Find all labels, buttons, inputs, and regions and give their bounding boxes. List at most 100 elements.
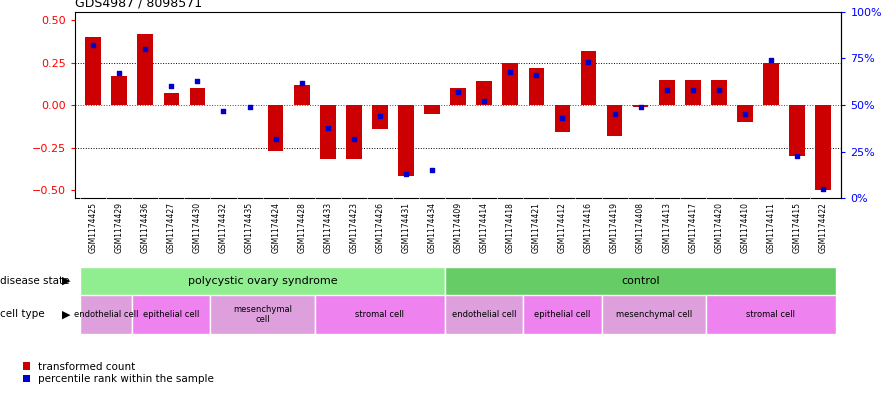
Bar [607, 105, 622, 136]
Text: GSM1174415: GSM1174415 [793, 202, 802, 253]
Bar [711, 80, 727, 105]
Point [399, 171, 413, 177]
Bar [685, 80, 700, 105]
Bar [581, 51, 596, 105]
Point [451, 89, 465, 95]
Point [478, 98, 492, 105]
Text: stromal cell: stromal cell [746, 310, 796, 319]
Bar [164, 93, 179, 105]
Bar [132, 295, 211, 334]
Text: GSM1174426: GSM1174426 [375, 202, 384, 253]
Text: GSM1174432: GSM1174432 [219, 202, 228, 253]
Text: GSM1174431: GSM1174431 [402, 202, 411, 253]
Text: GSM1174410: GSM1174410 [740, 202, 750, 253]
Point [242, 104, 256, 110]
Bar [602, 295, 706, 334]
Point [790, 152, 804, 159]
Point [294, 79, 308, 86]
Bar [294, 85, 309, 105]
Legend: transformed count, percentile rank within the sample: transformed count, percentile rank withi… [23, 362, 214, 384]
Bar [477, 81, 492, 105]
Bar [523, 295, 602, 334]
Bar [633, 105, 648, 107]
Text: ▶: ▶ [62, 276, 70, 286]
Text: GSM1174436: GSM1174436 [141, 202, 150, 253]
Point [164, 83, 178, 90]
Bar [346, 105, 362, 160]
Bar [706, 295, 836, 334]
Bar [737, 105, 752, 122]
Text: polycystic ovary syndrome: polycystic ovary syndrome [188, 276, 337, 286]
Bar [425, 105, 440, 114]
Point [321, 124, 335, 130]
Bar [315, 295, 445, 334]
Text: cell type: cell type [0, 309, 45, 320]
Point [712, 87, 726, 94]
Text: GSM1174434: GSM1174434 [427, 202, 437, 253]
Point [190, 78, 204, 84]
Text: GSM1174430: GSM1174430 [193, 202, 202, 253]
Bar [80, 267, 445, 295]
Point [425, 167, 439, 174]
Bar [529, 68, 544, 105]
Text: endothelial cell: endothelial cell [74, 310, 138, 319]
Text: GSM1174421: GSM1174421 [532, 202, 541, 253]
Text: GSM1174419: GSM1174419 [610, 202, 619, 253]
Bar [189, 88, 205, 105]
Text: GSM1174408: GSM1174408 [636, 202, 645, 253]
Text: GSM1174424: GSM1174424 [271, 202, 280, 253]
Bar [111, 76, 127, 105]
Text: GSM1174428: GSM1174428 [297, 202, 307, 253]
Bar [85, 37, 101, 105]
Text: GSM1174417: GSM1174417 [688, 202, 697, 253]
Text: ▶: ▶ [62, 309, 70, 320]
Point [581, 59, 596, 65]
Text: GSM1174409: GSM1174409 [454, 202, 463, 253]
Bar [445, 295, 523, 334]
Point [764, 57, 778, 63]
Text: GSM1174425: GSM1174425 [89, 202, 98, 253]
Text: GSM1174433: GSM1174433 [323, 202, 332, 253]
Text: GSM1174412: GSM1174412 [558, 202, 566, 253]
Bar [450, 88, 466, 105]
Bar [137, 34, 153, 105]
Text: GSM1174414: GSM1174414 [479, 202, 489, 253]
Point [112, 70, 126, 77]
Text: GSM1174411: GSM1174411 [766, 202, 775, 253]
Text: mesenchymal cell: mesenchymal cell [616, 310, 692, 319]
Text: GSM1174418: GSM1174418 [506, 202, 515, 253]
Bar [268, 105, 284, 151]
Text: endothelial cell: endothelial cell [452, 310, 516, 319]
Point [660, 87, 674, 94]
Bar [554, 105, 570, 132]
Text: GSM1174435: GSM1174435 [245, 202, 254, 253]
Text: GSM1174420: GSM1174420 [714, 202, 723, 253]
Point [86, 42, 100, 48]
Bar [763, 63, 779, 105]
Bar [211, 295, 315, 334]
Bar [445, 267, 836, 295]
Point [138, 46, 152, 52]
Bar [789, 105, 805, 156]
Point [269, 136, 283, 142]
Bar [398, 105, 414, 176]
Text: epithelial cell: epithelial cell [534, 310, 590, 319]
Text: GSM1174416: GSM1174416 [584, 202, 593, 253]
Point [608, 111, 622, 118]
Text: GSM1174423: GSM1174423 [350, 202, 359, 253]
Point [529, 72, 544, 78]
Bar [815, 105, 831, 190]
Point [503, 68, 517, 75]
Text: GSM1174429: GSM1174429 [115, 202, 123, 253]
Text: stromal cell: stromal cell [355, 310, 404, 319]
Point [633, 104, 648, 110]
Text: GDS4987 / 8098571: GDS4987 / 8098571 [75, 0, 202, 9]
Bar [80, 295, 132, 334]
Point [347, 136, 361, 142]
Text: control: control [621, 276, 660, 286]
Point [217, 108, 231, 114]
Text: epithelial cell: epithelial cell [143, 310, 199, 319]
Text: disease state: disease state [0, 276, 70, 286]
Point [738, 111, 752, 118]
Bar [502, 63, 518, 105]
